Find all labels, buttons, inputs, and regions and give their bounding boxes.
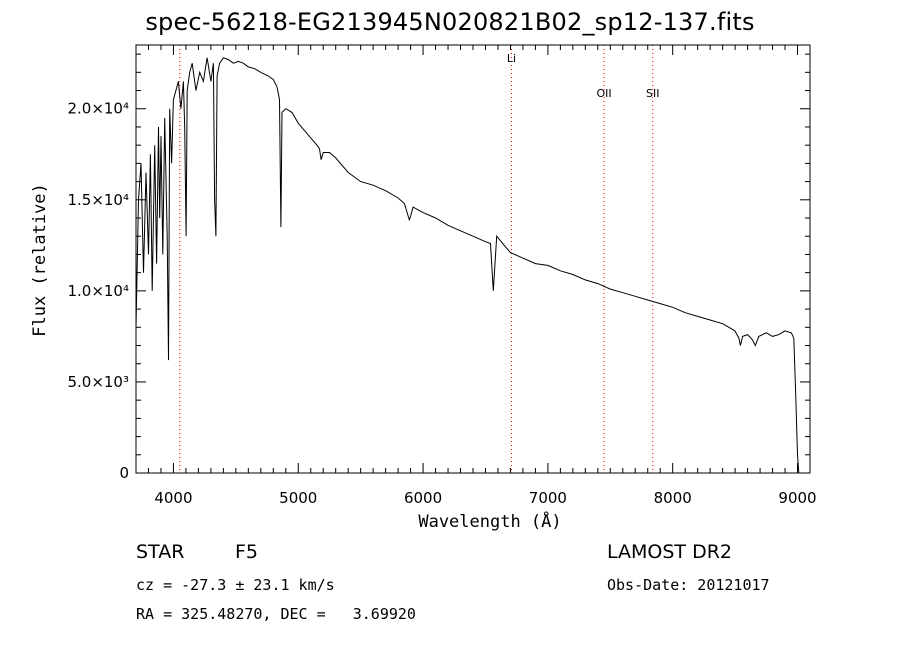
chart-title: spec-56218-EG213945N020821B02_sp12-137.f… xyxy=(145,8,755,36)
x-axis-ticks: 4000 5000 6000 7000 8000 9000 xyxy=(135,45,817,507)
survey-name: LAMOST DR2 xyxy=(607,541,732,563)
observation-date: Obs-Date: 20121017 xyxy=(607,576,770,594)
y-tick-label: 1.0×10⁴ xyxy=(67,282,129,300)
line-marker-label: SII xyxy=(646,87,659,100)
y-tick-label: 2.0×10⁴ xyxy=(67,100,129,118)
y-axis-label: Flux (relative) xyxy=(30,183,50,337)
emission-line-markers: Li OII SII xyxy=(179,45,659,473)
x-tick-label: 8000 xyxy=(654,489,692,507)
x-tick-label: 7000 xyxy=(529,489,567,507)
line-marker-label: Li xyxy=(507,52,516,65)
spectrum-line xyxy=(135,57,800,474)
x-tick-label: 5000 xyxy=(279,489,317,507)
x-tick-label: 9000 xyxy=(778,489,816,507)
x-tick-label: 4000 xyxy=(154,489,192,507)
y-axis-ticks: 0 5.0×10³ 1.0×10⁴ 1.5×10⁴ 2.0×10⁴ xyxy=(67,53,810,482)
velocity-readout: cz = -27.3 ± 23.1 km/s xyxy=(136,576,335,594)
object-class: STAR xyxy=(136,541,185,563)
x-tick-label: 6000 xyxy=(404,489,442,507)
object-subclass: F5 xyxy=(235,541,259,563)
coordinates-readout: RA = 325.48270, DEC = 3.69920 xyxy=(136,605,416,623)
plot-frame xyxy=(135,44,811,474)
y-tick-label: 5.0×10³ xyxy=(67,373,129,391)
x-axis-label: Wavelength (Å) xyxy=(418,512,562,532)
line-marker-label: OII xyxy=(596,87,611,100)
y-tick-label: 1.5×10⁴ xyxy=(67,191,129,209)
y-tick-label: 0 xyxy=(119,464,129,482)
